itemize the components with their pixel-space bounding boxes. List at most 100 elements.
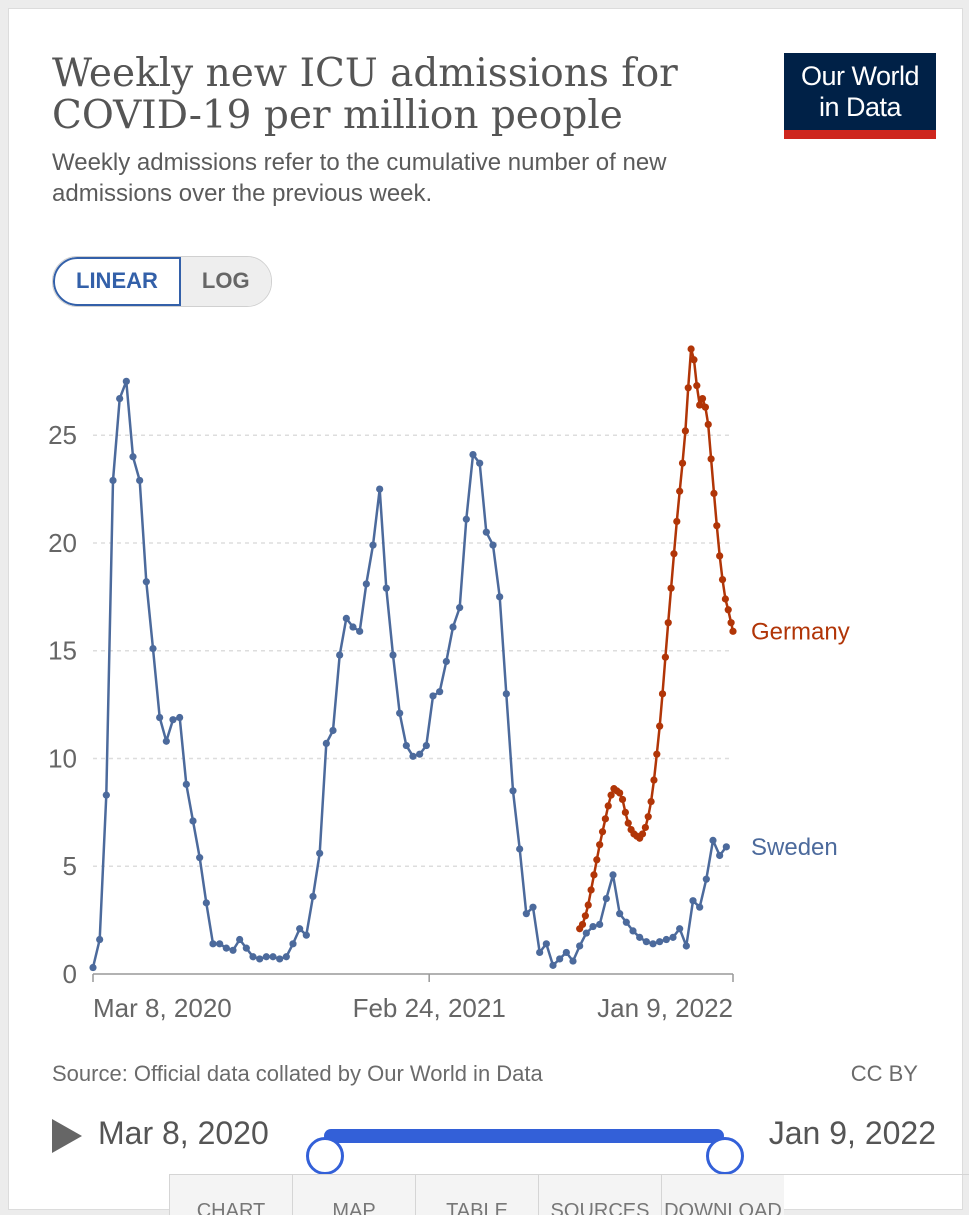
sweden-point [249,953,257,961]
sweden-point [236,935,244,944]
line-chart: 0 5 10 15 20 25 Mar 8, 2020 Feb 24, 2021 Jan 9, … [48,345,850,1023]
germany-point [713,522,721,530]
sweden-point [376,485,384,493]
sweden-point [582,929,590,937]
sweden-point [162,737,170,745]
sweden-point [262,953,270,961]
germany-point [718,576,727,584]
sweden-point [689,897,697,905]
play-icon[interactable] [52,1119,82,1153]
x-tick-label: Feb 24, 2021 [353,993,506,1023]
sweden-point [642,938,650,946]
germany-point [604,802,612,810]
sweden-point [129,453,137,461]
germany-point [664,619,672,627]
log-scale-button[interactable]: LOG [180,257,271,306]
sweden-point [609,871,617,879]
sweden-point [649,940,657,948]
sweden-point [296,925,304,933]
timeline-start-handle[interactable] [306,1137,344,1175]
germany-series [576,345,737,933]
sweden-series [89,377,730,972]
logo-line-2: in Data [818,92,902,122]
sweden-point [716,851,724,860]
sweden-point [622,918,630,926]
y-tick-label: 0 [63,959,77,989]
germany-series-label[interactable]: Germany [751,618,850,645]
sweden-point [662,935,670,944]
sweden-point [722,843,730,851]
tab-download[interactable]: DOWNLOAD [661,1175,784,1215]
germany-point [644,813,652,821]
tab-sources[interactable]: SOURCES [538,1175,661,1215]
sweden-point [682,942,690,950]
sweden-point [509,787,517,795]
germany-point [698,394,707,403]
sweden-point [569,957,577,965]
sweden-point [396,709,404,717]
sweden-point [669,933,677,941]
germany-point [658,690,667,698]
germany-point [707,455,715,463]
germany-point [727,619,735,627]
sweden-point [536,948,544,957]
linear-scale-button[interactable]: LINEAR [53,257,181,306]
sweden-point [496,593,504,601]
tab-table[interactable]: TABLE [415,1175,538,1215]
sweden-point [656,938,664,946]
germany-point [621,808,629,816]
germany-point [729,627,737,635]
sweden-point [429,692,437,700]
sweden-line [91,380,728,968]
owid-logo[interactable]: Our World in Data [784,53,936,139]
sweden-point [529,903,537,911]
sweden-point [229,946,237,954]
germany-point [596,841,604,849]
germany-point [590,871,598,879]
sweden-point [256,955,264,963]
sweden-point [116,394,124,403]
sweden-point [422,741,430,750]
y-tick-label: 20 [48,528,77,558]
sweden-point [369,541,377,549]
sweden-point [196,854,204,862]
sweden-point [276,955,284,963]
germany-point [656,722,664,730]
sweden-point [702,875,710,883]
timeline-end-handle[interactable] [706,1137,744,1175]
sweden-point [316,849,324,857]
sweden-point [629,927,637,935]
sweden-point [356,627,364,635]
sweden-point [709,836,717,844]
sweden-point [516,845,524,853]
y-tick-label: 25 [48,420,77,450]
germany-point [716,552,724,560]
sweden-point [149,644,157,653]
sweden-point [89,963,97,972]
germany-point [661,653,669,661]
sweden-series-label[interactable]: Sweden [751,834,838,861]
sweden-point [556,955,564,963]
germany-point [670,550,678,558]
sweden-point [202,899,210,907]
sweden-point [676,925,684,933]
sweden-point [416,750,424,758]
germany-point [598,828,607,836]
sweden-point [302,931,310,939]
sweden-point [549,961,557,969]
tab-map[interactable]: MAP [292,1175,415,1215]
license-link[interactable]: CC BY [850,1061,918,1086]
sweden-point [169,716,177,724]
sweden-point [462,515,470,523]
germany-point [601,815,609,823]
source-note[interactable]: Source: Official data collated by Our Wo… [52,1061,543,1086]
sweden-point [142,578,150,586]
germany-point [678,459,687,467]
sweden-point [102,791,110,799]
x-tick-label: Mar 8, 2020 [93,993,232,1023]
germany-point [653,750,661,758]
chart-card: Weekly new ICU admissions for COVID-19 p… [8,8,969,1215]
sweden-point [449,623,457,631]
tab-chart[interactable]: CHART [169,1175,292,1215]
timeline-track[interactable] [306,1129,744,1175]
